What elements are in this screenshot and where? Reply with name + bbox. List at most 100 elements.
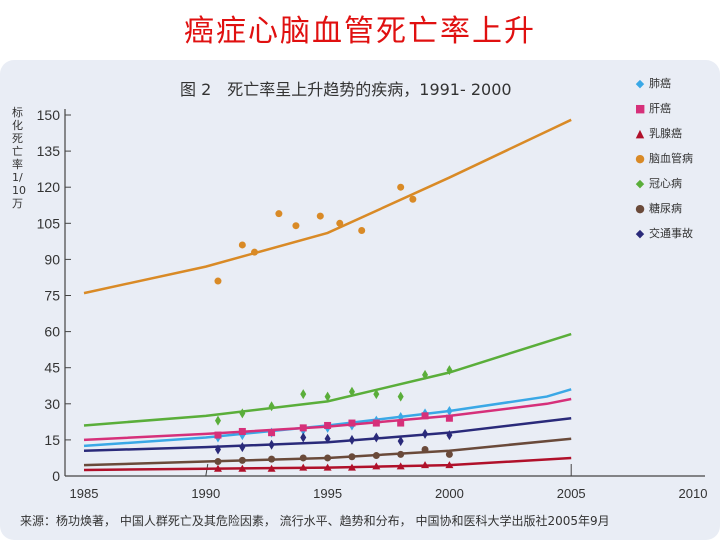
data-point [214,431,222,439]
data-point [348,419,356,427]
legend-item: ● 糖尿病 [635,200,682,216]
data-point [299,454,307,462]
data-point [397,419,405,427]
data-point [446,365,453,376]
slide-title: 癌症心脑血管死亡率上升 [184,14,536,49]
data-point [324,421,332,429]
data-point [397,436,404,447]
x-tick-label: 2005 [557,486,586,501]
y-tick-label: 120 [37,179,61,195]
data-point [324,454,332,462]
legend-label: 糖尿病 [649,202,682,215]
data-point [268,439,275,450]
legend-item: ▲ 乳腺癌 [635,125,682,141]
diamond-marker-icon: ◆ [635,227,645,240]
legend-label: 脑血管病 [649,152,693,165]
y-tick-label: 135 [37,143,61,159]
data-point [299,424,307,432]
data-point [300,432,307,443]
trend-line [83,397,572,442]
data-point [445,414,453,422]
data-point [299,463,308,471]
legend-label: 乳腺癌 [649,127,682,140]
data-point [268,455,276,463]
legend-item: ◆ 交通事故 [635,225,693,241]
data-point [214,277,222,285]
trend-line [83,388,572,448]
data-point [422,428,429,439]
trend-line [83,332,572,427]
data-point [373,389,380,400]
data-point [238,427,246,435]
data-point [214,458,222,466]
y-tick-label: 15 [44,432,60,448]
data-point [446,430,453,441]
data-point [300,389,307,400]
y-tick-label: 0 [52,468,60,484]
circle-marker-icon: ● [635,202,645,215]
data-point [238,241,246,249]
data-point [267,464,276,472]
data-point [214,444,221,455]
trend-line [83,118,572,295]
y-tick-label: 90 [44,251,60,267]
circle-marker-icon: ● [635,152,645,165]
y-tick-label: 105 [37,215,61,231]
data-point [397,391,404,402]
x-tick-label: 1985 [70,486,99,501]
y-tick-label: 75 [44,288,60,304]
diamond-marker-icon: ◆ [635,177,645,190]
triangle-marker-icon: ▲ [635,127,645,140]
chart-panel [0,60,720,540]
legend-item: ◆ 肺癌 [635,75,671,91]
data-point [316,212,324,220]
data-point [239,442,246,453]
y-tick-label: 60 [44,324,60,340]
legend-item: ◆ 冠心病 [635,175,682,191]
data-point [214,415,221,426]
diamond-marker-icon: ◆ [635,77,645,90]
legend-label: 冠心病 [649,177,682,190]
data-point [396,462,405,470]
square-marker-icon: ■ [635,102,646,115]
data-point [348,453,356,461]
data-point [421,446,429,454]
chart-title: 图 2 死亡率呈上升趋势的疾病，1991- 2000 [180,80,512,99]
data-point [372,462,381,470]
data-point [324,433,331,444]
data-point [268,429,276,437]
x-tick-label: 2000 [435,486,464,501]
data-point [421,412,429,420]
data-point [238,464,247,472]
data-point [292,222,300,230]
legend-item: ● 脑血管病 [635,150,693,166]
data-point [238,456,246,464]
data-point [251,248,259,256]
data-point [372,419,380,427]
data-point [324,391,331,402]
data-point [397,183,405,191]
x-tick-label: 1990 [191,486,220,501]
legend-label: 肝癌 [649,102,671,115]
data-point [397,450,405,458]
data-point [446,406,453,417]
x-tick-label: 2010 [679,486,708,501]
data-point [268,401,275,412]
y-tick-label: 45 [44,360,60,376]
data-point [348,386,355,397]
x-tick-label: 1995 [313,486,342,501]
data-point [445,450,453,458]
data-point [213,464,222,472]
data-point [445,461,454,469]
legend-label: 交通事故 [649,227,693,240]
data-point [323,463,332,471]
data-point [372,452,380,460]
data-point [275,210,283,218]
data-point [373,432,380,443]
data-point [409,195,417,203]
data-point [239,408,246,419]
data-point [422,369,429,380]
data-point [336,219,344,227]
data-point [421,461,430,469]
